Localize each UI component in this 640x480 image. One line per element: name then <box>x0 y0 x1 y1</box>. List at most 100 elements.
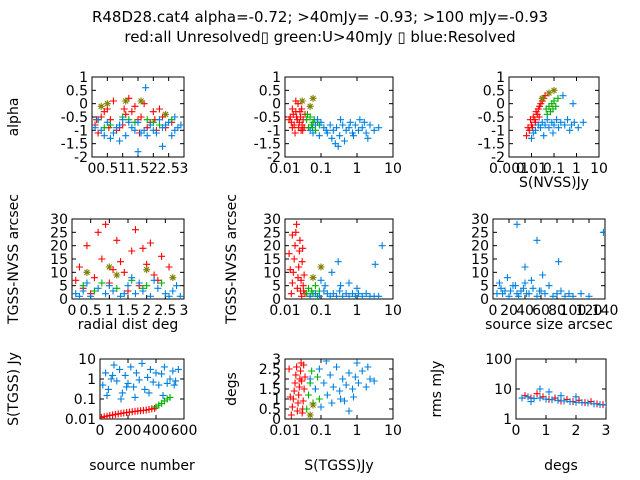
data-point-resolved <box>505 292 513 299</box>
data-point-resolved <box>342 381 350 389</box>
x-tick-label: 2.5 <box>158 161 180 177</box>
data-point-unresolved_gt40 <box>98 279 106 287</box>
data-point-resolved <box>541 121 549 129</box>
x-axis-label: source number <box>89 458 195 474</box>
data-point-resolved <box>533 236 541 244</box>
data-point-resolved <box>362 383 370 391</box>
x-axis-label: degs <box>544 458 578 474</box>
data-point-unresolved_gt40 <box>166 393 174 401</box>
y-tick-label: 1 <box>496 70 505 86</box>
x-tick-label: 0.001 <box>489 161 529 177</box>
data-point-resolved <box>166 375 174 383</box>
data-point-unresolved <box>128 108 136 116</box>
data-point-resolved <box>109 129 117 137</box>
y-tick-label: 100 <box>485 352 512 368</box>
data-point-resolved <box>572 393 580 401</box>
data-point-resolved <box>536 394 544 402</box>
data-point-resolved <box>554 396 562 404</box>
data-point-unresolved <box>293 407 301 415</box>
y-tick-label: 1 <box>272 392 281 408</box>
data-point-resolved <box>518 394 526 402</box>
data-point-unresolved <box>298 105 306 113</box>
data-point-star <box>169 274 177 282</box>
data-point-unresolved <box>288 124 296 132</box>
data-point-unresolved <box>298 292 306 299</box>
data-point-resolved <box>358 124 366 132</box>
y-tick-label: 30 <box>263 212 281 228</box>
data-point-unresolved <box>158 252 166 260</box>
y-tick-label: -0.5 <box>61 110 88 126</box>
data-point-resolved <box>570 118 578 126</box>
data-point-resolved <box>143 132 151 140</box>
data-point-resolved <box>574 124 582 132</box>
data-point-resolved <box>124 379 132 387</box>
x-tick-label: 0.5 <box>96 161 118 177</box>
x-axis-label: S(NVSS)Jy <box>519 175 589 191</box>
data-point-resolved <box>139 287 147 295</box>
data-point-resolved <box>353 284 361 292</box>
data-point-unresolved <box>298 258 306 266</box>
data-point-resolved <box>94 116 102 124</box>
data-point-resolved <box>557 118 565 126</box>
y-tick-label: 0.1 <box>74 392 96 408</box>
data-point-resolved <box>138 359 146 367</box>
data-point-resolved <box>370 377 378 385</box>
data-point-resolved <box>149 378 157 386</box>
y-tick-label: -2 <box>74 150 88 166</box>
data-point-resolved <box>309 129 317 137</box>
data-point-unresolved <box>301 373 309 381</box>
data-point-unresolved <box>131 226 139 234</box>
data-point-resolved <box>333 292 341 299</box>
data-point-resolved <box>527 398 535 406</box>
x-axis-label: radial dist deg <box>78 317 178 333</box>
data-point-resolved <box>345 124 353 132</box>
y-tick-label: -0.5 <box>254 110 281 126</box>
data-point-resolved <box>341 397 349 405</box>
data-point-star <box>306 411 314 419</box>
data-point-resolved <box>585 292 593 299</box>
y-tick-label: 20 <box>50 239 68 255</box>
data-point-resolved <box>356 116 364 124</box>
data-point-resolved <box>123 383 131 391</box>
data-point-resolved <box>350 132 358 140</box>
data-point-unresolved <box>83 242 91 250</box>
x-tick-label: 3 <box>180 303 189 319</box>
y-tick-label: 0.5 <box>483 83 505 99</box>
data-point-resolved <box>349 385 357 393</box>
data-point-resolved <box>100 381 107 389</box>
data-point-resolved <box>154 284 162 292</box>
x-tick-label: 400 <box>143 423 170 439</box>
data-point-star <box>317 263 325 271</box>
data-point-unresolved <box>109 266 117 274</box>
x-tick-label: 1.5 <box>127 161 149 177</box>
x-tick-label: 1 <box>542 423 551 439</box>
data-point-resolved <box>168 132 176 140</box>
data-point-resolved <box>134 118 142 126</box>
data-point-resolved <box>511 282 519 290</box>
data-point-resolved <box>543 116 551 124</box>
data-point-unresolved <box>288 403 296 411</box>
data-point-resolved <box>569 100 577 108</box>
data-point-star <box>538 94 546 102</box>
data-point-resolved <box>125 118 133 126</box>
data-point-resolved <box>495 279 503 287</box>
x-tick-label: 0.01 <box>269 161 300 177</box>
data-point-star <box>143 266 151 274</box>
data-point-resolved <box>146 121 154 129</box>
data-point-unresolved <box>286 393 294 401</box>
data-point-star <box>298 97 306 105</box>
x-tick-label: 2.5 <box>154 303 176 319</box>
x-tick-label: 3 <box>602 423 611 439</box>
data-point-star <box>113 271 121 279</box>
data-point-star <box>137 97 145 105</box>
data-point-unresolved <box>117 258 125 266</box>
data-point-unresolved_gt40 <box>143 116 151 124</box>
data-point-unresolved <box>291 242 299 250</box>
data-point-resolved <box>566 126 574 134</box>
figure-title-line1: R48D28.cat4 alpha=-0.72; >40mJy= -0.93; … <box>92 8 548 26</box>
data-point-resolved <box>150 276 158 284</box>
data-point-resolved <box>333 124 341 132</box>
data-point-resolved <box>155 381 163 389</box>
data-point-resolved <box>121 371 129 379</box>
data-point-unresolved <box>297 276 305 284</box>
